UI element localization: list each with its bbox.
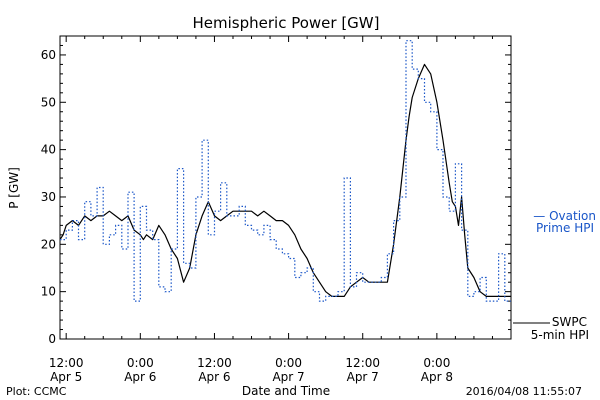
legend-swpc-line2: 5-min HPI <box>531 328 589 342</box>
x-tick-date-label: Apr 6 <box>198 370 230 384</box>
x-tick-date-label: Apr 7 <box>347 370 379 384</box>
x-axis-title: Date and Time <box>242 384 330 398</box>
x-tick-date-label: Apr 8 <box>421 370 453 384</box>
y-axis: 0 10 20 30 40 50 60 <box>41 44 511 346</box>
legend-swpc-line1: SWPC <box>552 315 587 329</box>
y-tick-label: 60 <box>41 48 56 62</box>
y-tick-label: 20 <box>41 237 56 251</box>
x-tick-time-label: 12:00 <box>345 356 380 370</box>
series-line-swpc <box>59 63 511 297</box>
x-tick-date-label: Apr 6 <box>124 370 156 384</box>
y-tick-label: 30 <box>41 190 56 204</box>
y-tick-label: 10 <box>41 285 56 299</box>
y-axis-title: P [GW] <box>7 167 21 209</box>
x-tick-time-label: 0:00 <box>275 356 302 370</box>
plot-timestamp: 2016/04/08 11:55:07 <box>466 385 582 398</box>
y-tick-label: 40 <box>41 143 56 157</box>
series-line-ovation-prime <box>60 40 511 302</box>
x-tick-time-label: 12:00 <box>197 356 232 370</box>
y-tick-label: 50 <box>41 95 56 109</box>
x-tick-time-label: 12:00 <box>49 356 84 370</box>
y-tick-label: 0 <box>48 332 56 346</box>
chart-title: Hemispheric Power [GW] <box>193 14 380 32</box>
x-tick-time-label: 0:00 <box>127 356 154 370</box>
legend: — Ovation Prime HPI SWPC 5-min HPI <box>513 209 596 342</box>
series-layer <box>59 40 511 302</box>
plot-credit: Plot: CCMC <box>6 385 67 398</box>
legend-ovation-line2: Prime HPI <box>536 221 594 235</box>
legend-ovation-line1: — Ovation <box>533 209 596 223</box>
x-tick-date-label: Apr 7 <box>272 370 304 384</box>
x-tick-date-label: Apr 5 <box>50 370 82 384</box>
x-tick-time-label: 0:00 <box>423 356 450 370</box>
